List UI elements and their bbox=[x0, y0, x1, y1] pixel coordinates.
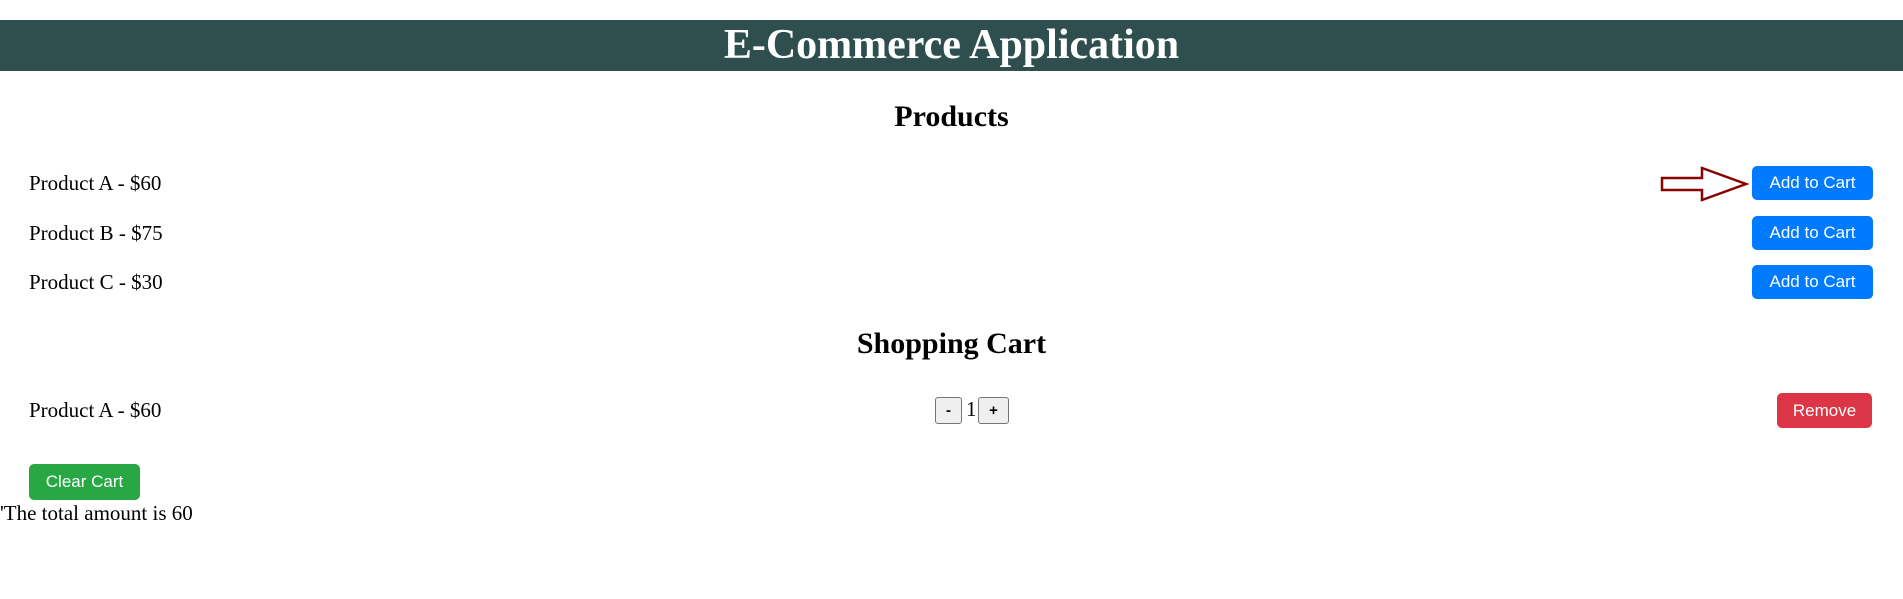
shopping-cart-heading: Shopping Cart bbox=[856, 327, 1047, 360]
app-title: E-Commerce Application bbox=[723, 22, 1180, 68]
cart-total-text: 'The total amount is 60 bbox=[0, 501, 193, 525]
add-to-cart-button-product-b[interactable]: Add to Cart bbox=[1752, 216, 1873, 250]
remove-item-button[interactable]: Remove bbox=[1777, 393, 1872, 428]
products-heading: Products bbox=[894, 100, 1009, 133]
add-to-cart-button-product-c[interactable]: Add to Cart bbox=[1752, 265, 1873, 299]
increment-quantity-button[interactable]: + bbox=[978, 397, 1009, 424]
product-c-label: Product C - $30 bbox=[29, 270, 163, 294]
add-to-cart-button-product-a[interactable]: Add to Cart bbox=[1752, 166, 1873, 200]
cart-item-label: Product A - $60 bbox=[29, 398, 162, 422]
arrow-right-icon bbox=[1660, 166, 1750, 202]
clear-cart-button[interactable]: Clear Cart bbox=[29, 464, 140, 500]
decrement-quantity-button[interactable]: - bbox=[935, 397, 962, 424]
product-a-label: Product A - $60 bbox=[29, 171, 162, 195]
app-header: E-Commerce Application bbox=[0, 20, 1903, 71]
product-b-label: Product B - $75 bbox=[29, 221, 163, 245]
quantity-value: 1 bbox=[966, 397, 977, 421]
